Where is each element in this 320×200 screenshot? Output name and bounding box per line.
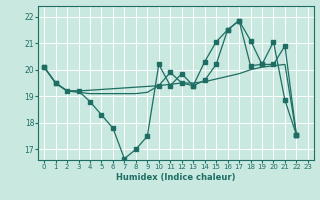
X-axis label: Humidex (Indice chaleur): Humidex (Indice chaleur) xyxy=(116,173,236,182)
